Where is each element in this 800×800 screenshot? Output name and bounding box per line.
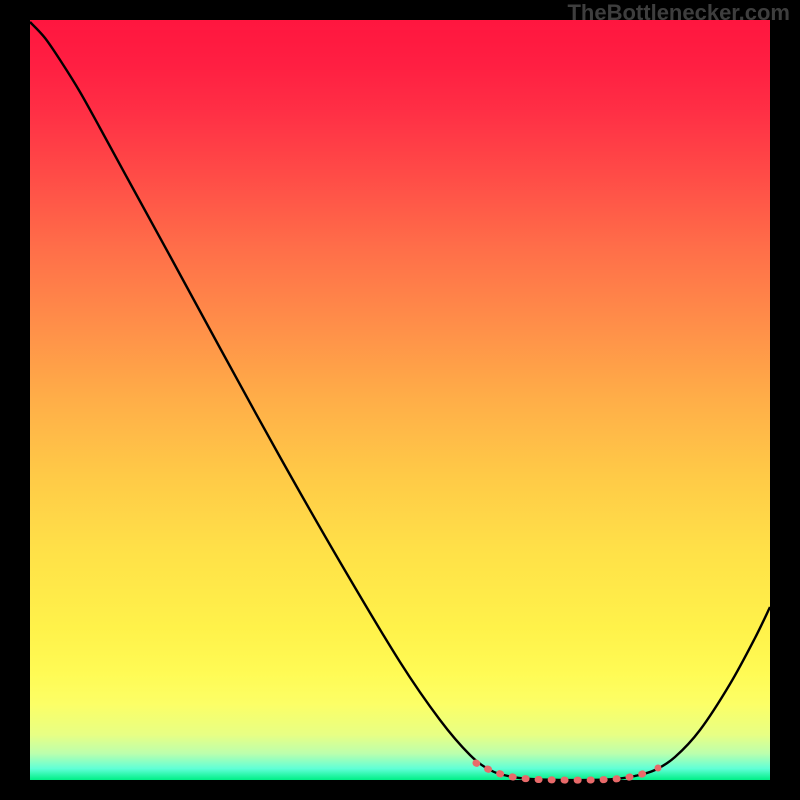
bottleneck-chart bbox=[0, 0, 800, 800]
plot-background bbox=[30, 20, 770, 780]
optimal-range-highlight-end bbox=[655, 765, 662, 772]
watermark-text: TheBottlenecker.com bbox=[567, 0, 790, 26]
chart-container: TheBottlenecker.com bbox=[0, 0, 800, 800]
